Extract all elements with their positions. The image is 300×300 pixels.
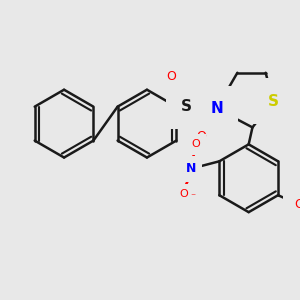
Text: O: O [167, 70, 176, 83]
Text: N: N [210, 101, 223, 116]
Text: S: S [268, 94, 279, 109]
Text: S: S [181, 99, 192, 114]
Text: O: O [196, 130, 206, 143]
Text: ⁻: ⁻ [190, 192, 196, 202]
Text: O: O [179, 189, 188, 199]
Text: N: N [186, 162, 196, 175]
Text: O: O [294, 198, 300, 211]
Text: N: N [210, 101, 223, 116]
Text: O: O [191, 139, 200, 149]
